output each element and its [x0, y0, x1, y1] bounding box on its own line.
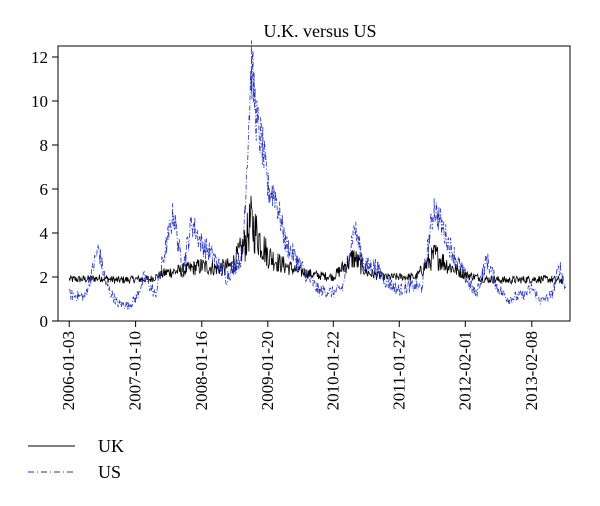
x-tick-label: 2006-01-03 — [59, 331, 78, 410]
x-tick-label: 2007-01-10 — [126, 331, 145, 410]
y-tick-label: 0 — [40, 312, 49, 331]
legend: UK US — [28, 436, 124, 482]
x-tick-label: 2013-02-08 — [522, 331, 541, 410]
y-axis: 0 2 4 6 8 10 12 — [31, 48, 58, 331]
legend-label-us: US — [98, 462, 121, 482]
x-tick-label: 2009-01-20 — [258, 331, 277, 410]
series-line-us — [69, 40, 566, 310]
x-tick-label: 2012-02-01 — [455, 331, 474, 410]
y-tick-label: 2 — [40, 268, 49, 287]
x-axis: 2006-01-03 2007-01-10 2008-01-16 2009-01-20… — [59, 321, 541, 410]
y-tick-label: 6 — [40, 180, 49, 199]
x-tick-label: 2011-01-27 — [389, 331, 408, 410]
x-tick-label: 2008-01-16 — [192, 331, 211, 410]
series-layer — [68, 40, 566, 310]
y-tick-label: 10 — [31, 92, 48, 111]
y-tick-label: 12 — [31, 48, 48, 67]
plot-frame — [57, 45, 571, 322]
legend-label-uk: UK — [98, 436, 124, 456]
y-tick-label: 8 — [40, 136, 49, 155]
chart-title: U.K. versus US — [263, 21, 376, 41]
y-tick-label: 4 — [40, 224, 49, 243]
x-tick-label: 2010-01-22 — [323, 331, 342, 410]
